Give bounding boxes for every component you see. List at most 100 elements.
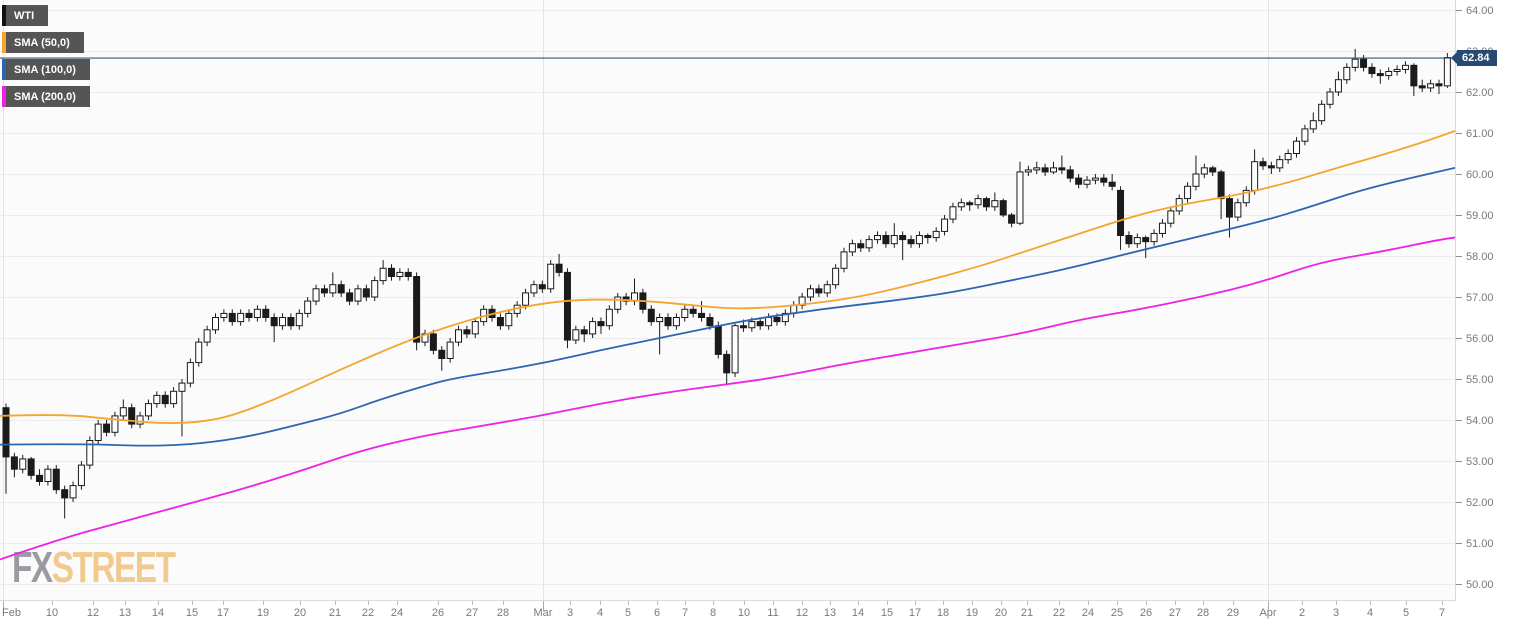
- bear-candle: [555, 263, 563, 273]
- time-label: 10: [737, 607, 751, 619]
- time-label: 12: [795, 607, 809, 619]
- bull-candle: [991, 200, 999, 208]
- bear-candle: [346, 292, 354, 302]
- legend-item-sma50[interactable]: SMA (50,0): [2, 32, 84, 53]
- price-label: 62.00: [1466, 86, 1494, 99]
- time-tick: [300, 601, 301, 605]
- price-axis[interactable]: 64.0063.0062.0061.0060.0059.0058.0057.00…: [1456, 0, 1534, 600]
- time-label: 28: [496, 607, 510, 619]
- time-tick: [1146, 601, 1147, 605]
- bear-candle: [1435, 83, 1443, 87]
- sma200-color-marker: [2, 86, 6, 107]
- bear-candle: [1058, 167, 1066, 171]
- bear-candle: [815, 288, 823, 294]
- bear-candle: [773, 317, 781, 323]
- bull-candle: [94, 423, 102, 442]
- bull-candle: [178, 382, 186, 392]
- bull-candle: [1016, 171, 1024, 224]
- bear-candle: [1125, 235, 1133, 245]
- time-tick: [830, 601, 831, 605]
- time-label: 10: [45, 607, 59, 619]
- bull-candle: [446, 341, 454, 360]
- time-label: 26: [1139, 607, 1153, 619]
- bull-candle: [974, 198, 982, 206]
- time-tick: [887, 601, 888, 605]
- time-label: 4: [1366, 607, 1374, 619]
- bull-candle: [1033, 167, 1041, 171]
- bear-candle: [597, 321, 605, 327]
- chart-canvas[interactable]: [0, 0, 1455, 600]
- price-tick: [1456, 502, 1462, 503]
- bull-candle: [1184, 185, 1192, 200]
- time-tick: [125, 601, 126, 605]
- bear-candle: [907, 239, 915, 245]
- time-label: 20: [994, 607, 1008, 619]
- time-label: 13: [823, 607, 837, 619]
- bull-candle: [1200, 167, 1208, 175]
- time-label: 13: [118, 607, 132, 619]
- bear-candle: [1368, 66, 1376, 75]
- time-tick: [943, 601, 944, 605]
- time-label: 2: [1298, 607, 1306, 619]
- time-label: 27: [465, 607, 479, 619]
- price-label: 56.00: [1466, 332, 1494, 345]
- sma-line-50: [0, 130, 1455, 424]
- time-axis[interactable]: Feb 10 12 13 14 15 17 19 20 21 22 24 26 27 28 Mar 3 4 5 6 7 8…: [0, 601, 1534, 626]
- sma-line-100: [0, 166, 1455, 447]
- price-tick: [1456, 338, 1462, 339]
- bull-candle: [1192, 173, 1200, 187]
- bear-candle: [1225, 198, 1233, 218]
- bear-candle: [982, 198, 990, 208]
- bull-candle: [329, 284, 337, 294]
- bull-candle: [522, 292, 530, 306]
- time-label: 28: [1196, 607, 1210, 619]
- bear-candle: [438, 349, 446, 359]
- bear-candle: [463, 329, 471, 335]
- bull-candle: [19, 458, 27, 470]
- bear-candle: [1142, 237, 1150, 243]
- bear-candle: [161, 394, 169, 405]
- price-label: 60.00: [1466, 168, 1494, 181]
- bull-candle: [1301, 128, 1309, 142]
- bear-candle: [362, 288, 370, 298]
- time-label: 17: [216, 607, 230, 619]
- bear-candle: [723, 353, 731, 374]
- bear-candle: [429, 333, 437, 351]
- wti-color-marker: [2, 5, 6, 26]
- time-label: 14: [151, 607, 165, 619]
- bear-candle: [27, 458, 35, 476]
- price-tick: [1456, 297, 1462, 298]
- time-tick: [1175, 601, 1176, 605]
- price-label: 57.00: [1466, 291, 1494, 304]
- time-tick: [1001, 601, 1002, 605]
- bull-candle: [1284, 153, 1292, 161]
- chart-plot-area: FXSTREET: [0, 0, 1456, 601]
- time-label: 29: [1226, 607, 1240, 619]
- bear-candle: [320, 288, 328, 294]
- bull-candle: [1083, 179, 1091, 185]
- time-tick: [802, 601, 803, 605]
- bull-candle: [86, 440, 94, 466]
- bull-candle: [505, 312, 513, 327]
- bull-candle: [220, 312, 228, 318]
- bull-candle: [253, 308, 261, 318]
- bull-candle: [915, 235, 923, 245]
- bull-candle: [1343, 66, 1351, 81]
- bull-candle: [957, 202, 965, 208]
- bear-candle: [2, 407, 10, 458]
- bull-candle: [471, 321, 479, 335]
- bull-candle: [1158, 222, 1166, 234]
- bull-candle: [1242, 189, 1250, 204]
- bull-candle: [614, 296, 622, 310]
- bear-candle: [1209, 167, 1217, 173]
- time-label: 4: [596, 607, 604, 619]
- legend-item-sma100[interactable]: SMA (100,0): [2, 59, 90, 80]
- bull-candle: [1401, 64, 1409, 70]
- bear-candle: [714, 325, 722, 355]
- price-label: 54.00: [1466, 414, 1494, 427]
- bear-candle: [857, 243, 865, 249]
- bull-candle: [605, 308, 613, 327]
- price-tick: [1456, 92, 1462, 93]
- legend-item-wti[interactable]: WTI: [2, 5, 49, 26]
- legend-item-sma200[interactable]: SMA (200,0): [2, 86, 90, 107]
